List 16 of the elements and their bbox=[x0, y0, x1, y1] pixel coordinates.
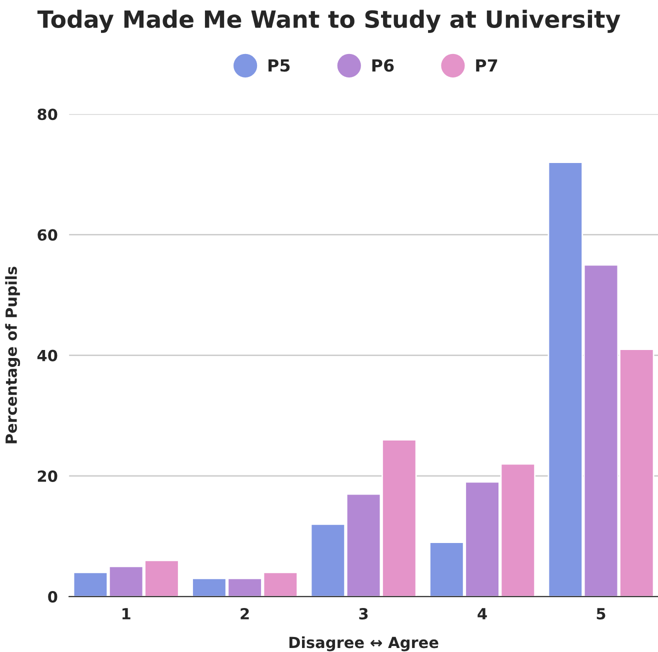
y-axis-title: Percentage of Pupils bbox=[5, 266, 20, 444]
x-tick-label: 2 bbox=[240, 608, 249, 620]
x-tick-label: 4 bbox=[478, 608, 487, 620]
y-tick-label: 80 bbox=[38, 108, 58, 120]
y-tick-label: 0 bbox=[48, 591, 58, 603]
x-tick-label: 3 bbox=[359, 608, 368, 620]
x-tick-label: 5 bbox=[596, 608, 606, 620]
legend-label: P7 bbox=[476, 59, 498, 72]
x-axis-title: Disagree ↔ Agree bbox=[289, 636, 438, 652]
y-tick-label: 60 bbox=[38, 229, 58, 241]
legend-label: P6 bbox=[372, 59, 394, 72]
x-tick-label: 1 bbox=[122, 608, 130, 620]
y-tick-label: 20 bbox=[38, 470, 58, 482]
chart-title: Today Made Me Want to Study at University bbox=[37, 10, 620, 33]
y-tick-label: 40 bbox=[37, 350, 58, 362]
legend-label: P5 bbox=[268, 59, 290, 72]
